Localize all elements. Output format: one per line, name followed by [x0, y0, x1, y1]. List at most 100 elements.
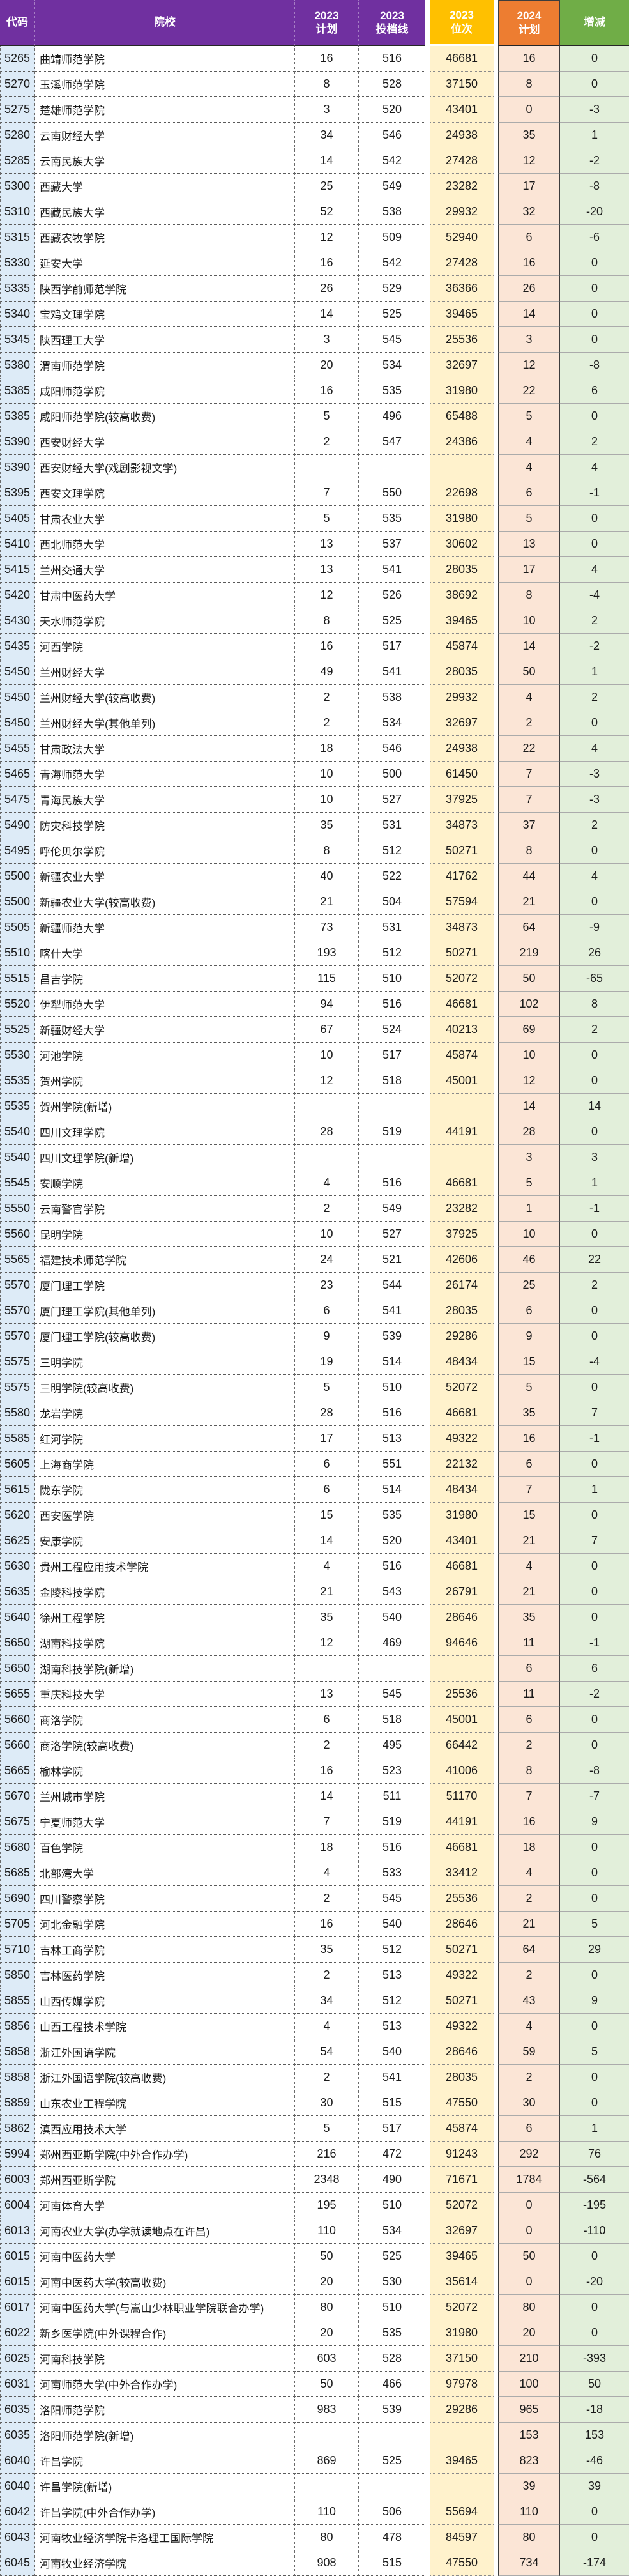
column-gap [425, 1988, 430, 2014]
column-gap [425, 199, 430, 225]
plan-2024-cell: 7 [498, 762, 560, 787]
rank-2023-cell: 22132 [430, 1452, 494, 1477]
line-2023-cell: 544 [359, 1273, 425, 1298]
rank-2023-cell: 94646 [430, 1630, 494, 1656]
rank-2023-cell: 84597 [430, 2525, 494, 2550]
column-gap [494, 1988, 498, 2014]
plan-2024-cell: 32 [498, 199, 560, 225]
rank-2023-cell: 29932 [430, 199, 494, 225]
rank-2023-cell: 52072 [430, 2193, 494, 2218]
column-gap [425, 1682, 430, 1707]
code-cell: 5450 [0, 659, 35, 685]
column-gap [425, 2269, 430, 2295]
column-gap [494, 1324, 498, 1349]
line-2023-cell: 466 [359, 2372, 425, 2397]
column-gap [494, 889, 498, 915]
delta-cell: -65 [560, 966, 629, 992]
school-cell: 兰州财经大学(较高收费) [35, 685, 295, 710]
column-gap [494, 353, 498, 378]
delta-cell: -564 [560, 2167, 629, 2193]
column-gap [494, 1247, 498, 1273]
school-cell: 山东农业工程学院 [35, 2090, 295, 2116]
column-gap [494, 429, 498, 455]
plan-2024-cell: 21 [498, 1579, 560, 1605]
school-cell: 青海民族大学 [35, 787, 295, 813]
column-gap [494, 915, 498, 940]
school-cell: 新疆农业大学 [35, 864, 295, 889]
column-gap [425, 583, 430, 608]
line-2023-cell: 518 [359, 1707, 425, 1733]
code-cell: 5390 [0, 455, 35, 480]
column-gap [494, 97, 498, 123]
plan-2024-cell: 64 [498, 915, 560, 940]
line-2023-cell: 515 [359, 2550, 425, 2576]
school-cell: 浙江外国语学院(较高收费) [35, 2065, 295, 2090]
plan-2023-cell: 23 [295, 1273, 359, 1298]
delta-cell: 0 [560, 1579, 629, 1605]
column-gap [425, 455, 430, 480]
code-cell: 5710 [0, 1937, 35, 1963]
school-cell: 昌吉学院 [35, 966, 295, 992]
code-cell: 6025 [0, 2346, 35, 2372]
code-cell: 5270 [0, 72, 35, 97]
line-2023-cell: 545 [359, 327, 425, 353]
code-cell: 5405 [0, 506, 35, 532]
plan-2023-cell: 216 [295, 2142, 359, 2167]
school-cell: 新疆师范大学 [35, 915, 295, 940]
column-gap [425, 2474, 430, 2499]
school-cell: 郑州西亚斯学院(中外合作办学) [35, 2142, 295, 2167]
school-cell: 兰州城市学院 [35, 1784, 295, 1809]
delta-cell: -9 [560, 915, 629, 940]
column-gap [494, 2116, 498, 2142]
rank-2023-cell [430, 1656, 494, 1682]
delta-cell: 0 [560, 1452, 629, 1477]
plan-2023-cell: 17 [295, 1426, 359, 1452]
school-cell: 陇东学院 [35, 1477, 295, 1503]
column-gap [425, 915, 430, 940]
code-cell: 5420 [0, 583, 35, 608]
column-gap [494, 1273, 498, 1298]
rank-2023-cell: 38692 [430, 583, 494, 608]
plan-2023-cell: 18 [295, 1835, 359, 1860]
plan-2024-cell: 69 [498, 1017, 560, 1043]
school-cell: 西藏农牧学院 [35, 225, 295, 250]
line-2023-cell: 533 [359, 1860, 425, 1886]
plan-2024-cell: 17 [498, 174, 560, 199]
line-2023-cell: 541 [359, 1298, 425, 1324]
column-gap [425, 1298, 430, 1324]
code-cell: 6035 [0, 2423, 35, 2448]
plan-2023-cell: 50 [295, 2244, 359, 2269]
column-gap [425, 1554, 430, 1579]
plan-2024-cell: 17 [498, 557, 560, 583]
delta-cell: 4 [560, 557, 629, 583]
column-gap [494, 1630, 498, 1656]
code-cell: 5315 [0, 225, 35, 250]
code-cell: 5565 [0, 1247, 35, 1273]
line-2023-cell: 539 [359, 1324, 425, 1349]
plan-2023-cell: 35 [295, 813, 359, 838]
rank-2023-cell: 49322 [430, 1963, 494, 1988]
plan-2024-cell: 2 [498, 2065, 560, 2090]
plan-2023-cell: 15 [295, 1503, 359, 1528]
delta-cell: 0 [560, 72, 629, 97]
column-gap [494, 710, 498, 736]
school-cell: 吉林医药学院 [35, 1963, 295, 1988]
line-2023-cell: 538 [359, 199, 425, 225]
delta-cell: 7 [560, 1528, 629, 1554]
line-2023-cell: 540 [359, 1605, 425, 1630]
school-cell: 防灾科技学院 [35, 813, 295, 838]
column-gap [494, 1196, 498, 1222]
delta-cell: -8 [560, 1758, 629, 1784]
code-cell: 5430 [0, 608, 35, 634]
delta-cell: 0 [560, 2090, 629, 2116]
delta-cell: 0 [560, 2014, 629, 2039]
school-cell: 许昌学院(新增) [35, 2474, 295, 2499]
delta-cell: 4 [560, 455, 629, 480]
code-cell: 5385 [0, 404, 35, 429]
column-gap [425, 1912, 430, 1937]
column-gap [494, 2397, 498, 2423]
column-gap [425, 710, 430, 736]
column-gap [425, 2218, 430, 2244]
column-gap [425, 864, 430, 889]
